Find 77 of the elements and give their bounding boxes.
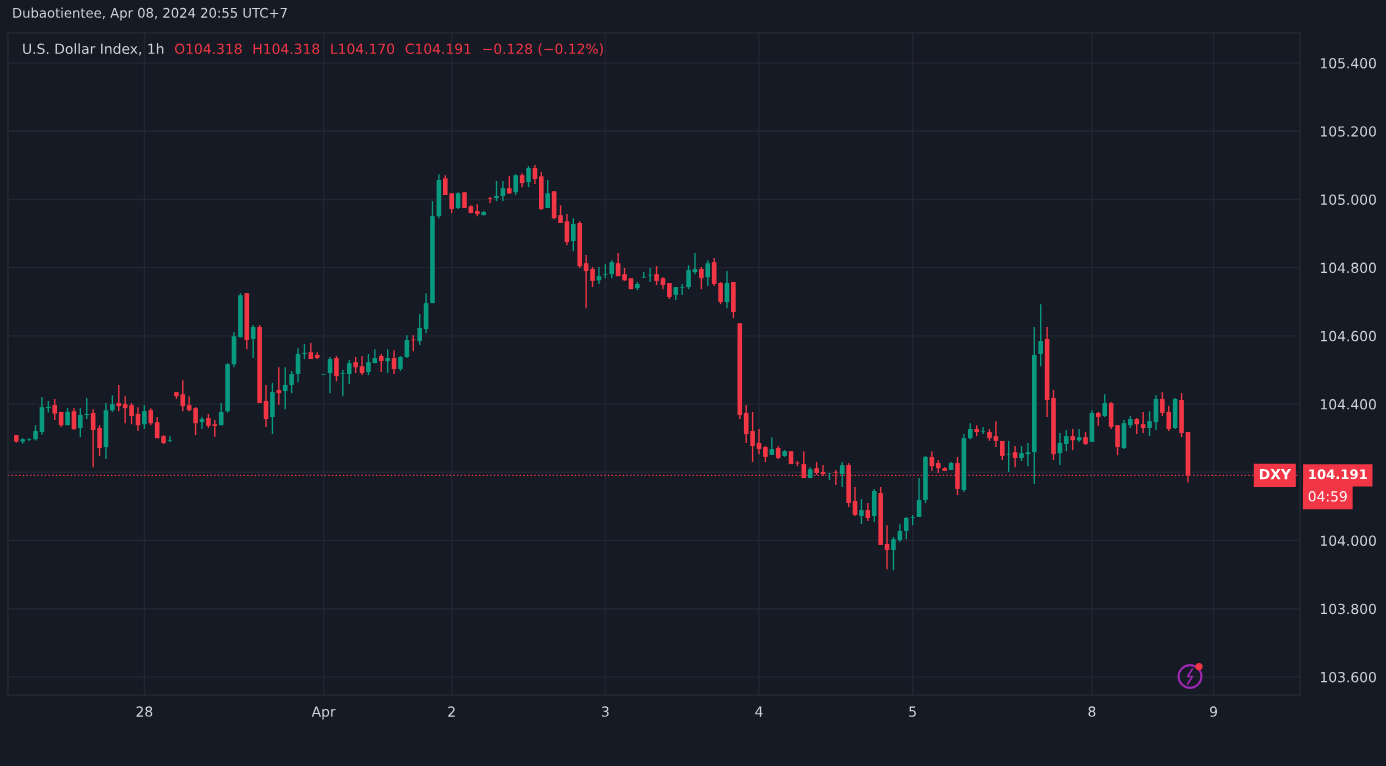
x-tick-label: 9 [1210,706,1218,717]
candlestick [289,370,294,394]
x-tick-label: Apr [311,706,336,720]
candlestick [1064,429,1069,452]
candlestick [97,424,102,457]
candlestick [679,283,685,296]
candlestick [26,437,32,442]
candlestick [494,180,499,202]
candlestick [193,406,198,436]
candlestick [359,355,365,376]
annotation: H104.318 [253,43,320,55]
candlestick [116,384,122,412]
text: Dubaotientee, Apr 08, 2024 20:55 UTC+7 [13,7,287,21]
candlestick [417,313,422,346]
y-tick-label: 104.000 [1320,535,1376,546]
candlestick [839,461,845,488]
candlestick [1147,410,1152,437]
text: U.S. Dollar Index, 1h [23,43,164,56]
candlestick [654,265,659,286]
annotation: L104.170 [331,43,395,55]
candlestick [750,411,755,463]
candlestick [250,324,256,359]
x-tick-label: 3 [601,706,609,717]
candlestick [340,369,346,397]
candlestick [993,420,999,448]
candlestick [686,264,691,290]
candlestick [1070,428,1076,451]
text: 104.191 [1309,469,1367,480]
y-tick-label: 105.000 [1320,194,1376,205]
y-tick-label: 104.600 [1320,330,1376,342]
candlestick [1140,411,1146,434]
annotation: C104.191 [405,43,471,55]
candlestick [1102,393,1108,418]
x-tick-label: 5 [909,706,916,717]
candlestick [346,359,352,385]
candlestick [609,259,615,279]
candlestick [526,165,531,188]
x-tick-label: 28 [136,706,153,717]
candlestick [891,536,896,571]
candlestick [167,435,173,443]
candlestick [571,217,576,252]
y-tick-label: 105.200 [1320,126,1376,137]
candlestick [487,196,493,204]
y-tick-label: 103.600 [1320,671,1376,683]
candlestick [859,498,864,525]
y-tick-label: 104.800 [1320,262,1376,274]
x-tick-label: 4 [755,706,763,717]
candlestick [1115,424,1120,456]
candlestick [52,398,58,421]
candlestick [513,173,519,196]
candlestick [705,259,711,287]
candlestick [385,348,390,374]
text: 04:59 [1308,491,1347,502]
annotation: O104.318 [174,43,242,55]
candlestick [142,404,147,430]
ref-line-label: DXY [1259,469,1292,480]
candlestick [334,355,339,382]
candlestick [366,353,371,376]
candlestick [699,266,704,290]
candlestick [378,353,384,373]
candlestick [1006,440,1011,473]
candlestick [903,516,909,540]
y-tick-label: 103.800 [1320,603,1376,615]
candlestick [718,281,723,305]
candlestick [282,366,288,410]
candlestick [590,266,595,288]
annotation: −0.128 (−0.12%) [483,43,603,56]
x-tick-label: 2 [448,706,455,717]
candlestick [129,402,134,425]
y-tick-label: 104.400 [1320,399,1376,410]
candlestick [78,407,83,438]
candlestick [545,179,551,209]
y-tick-label: 105.400 [1320,57,1376,69]
candlestick [84,397,90,420]
candlestick [1038,303,1044,367]
candlestick [980,426,986,435]
x-tick-label: 8 [1088,706,1096,717]
